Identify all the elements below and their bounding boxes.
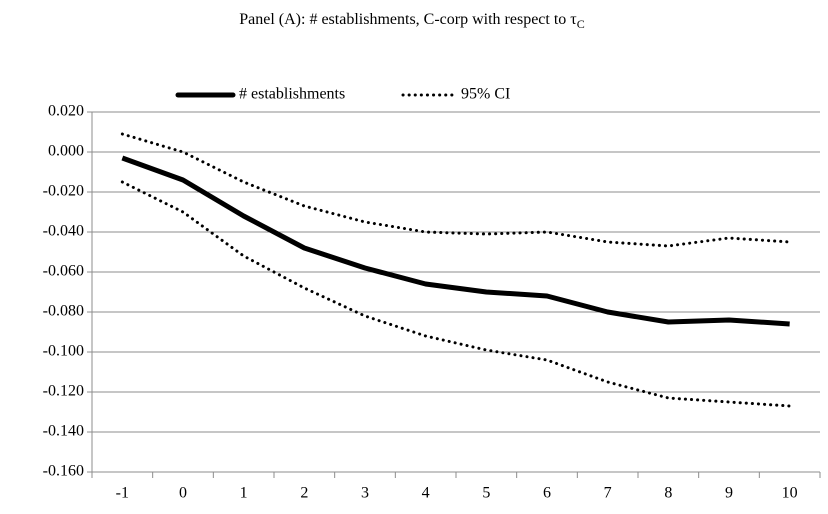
x-tick-label: 3 (361, 485, 369, 502)
y-tick-label: -0.020 (43, 183, 84, 200)
title-text: Panel (A): # establishments, C-corp with… (239, 11, 577, 28)
chart-title: Panel (A): # establishments, C-corp with… (239, 11, 584, 31)
y-tick-label: -0.100 (43, 343, 84, 360)
x-tick-label: 7 (604, 485, 612, 502)
x-tick-label: 10 (782, 485, 798, 502)
y-tick-label: -0.120 (43, 383, 84, 400)
legend-label: # establishments (239, 86, 345, 103)
y-tick-label: -0.080 (43, 303, 84, 320)
y-tick-label: -0.160 (43, 463, 84, 480)
data-line (121, 155, 790, 327)
x-tick-label: -1 (116, 485, 129, 502)
y-tick-label: -0.060 (43, 263, 84, 280)
x-tick-label: 9 (725, 485, 733, 502)
x-tick-label: 5 (482, 485, 490, 502)
x-tick-label: 6 (543, 485, 551, 502)
x-tick-label: 8 (664, 485, 672, 502)
x-tick-label: 4 (422, 485, 430, 502)
y-tick-label: 0.000 (48, 143, 84, 160)
y-tick-label: -0.140 (43, 423, 84, 440)
x-tick-label: 0 (179, 485, 187, 502)
x-tick-label: 1 (240, 485, 248, 502)
legend-label: 95% CI (461, 86, 510, 103)
y-tick-label: 0.020 (48, 103, 84, 120)
y-tick-label: -0.040 (43, 223, 84, 240)
title-subscript: C (577, 17, 585, 31)
data-line (120, 180, 792, 408)
data-line (120, 132, 792, 248)
x-tick-label: 2 (300, 485, 308, 502)
